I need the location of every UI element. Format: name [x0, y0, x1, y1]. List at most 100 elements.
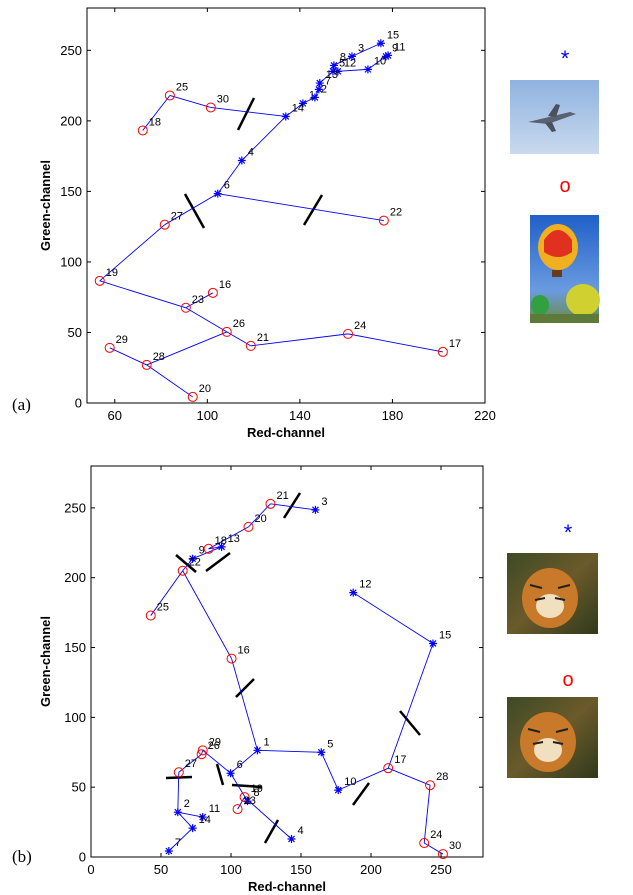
point-label: 8 [340, 51, 346, 63]
circle-point [205, 102, 216, 113]
x-tick-label: 0 [87, 862, 94, 877]
y-tick-label: 150 [64, 640, 86, 655]
y-tick-label: 0 [75, 396, 82, 411]
cut-marks [165, 97, 421, 844]
circle-point [419, 838, 430, 849]
circle-point [226, 653, 237, 664]
circle-point [383, 763, 394, 774]
point-label: 5 [339, 57, 345, 69]
edge [270, 503, 316, 511]
panel-label: (b) [12, 847, 32, 866]
star-point [314, 85, 323, 94]
y-tick-label: 50 [68, 325, 82, 340]
point-label: 21 [257, 332, 269, 344]
edge [177, 772, 180, 813]
star-point [173, 808, 182, 817]
star-point [226, 769, 235, 778]
edge [142, 95, 171, 131]
circle-point [196, 749, 207, 760]
circle-point [425, 780, 436, 791]
point-label: 23 [192, 294, 204, 306]
point-label: 10 [344, 776, 356, 788]
star-point [243, 797, 252, 806]
edge [99, 280, 186, 309]
star-point [287, 834, 296, 843]
point-label: 9 [199, 545, 205, 557]
point-label: 21 [276, 490, 288, 502]
point-label: 29 [209, 736, 221, 748]
point-label: 14 [199, 814, 211, 826]
point-label: 28 [153, 351, 165, 363]
edge [250, 333, 349, 347]
point-label: 16 [219, 279, 231, 291]
star-point [253, 746, 262, 755]
point-label: 11 [209, 803, 220, 815]
circle-point [343, 328, 354, 339]
point-label: 25 [157, 602, 169, 614]
point-label: 18 [149, 116, 161, 128]
point-label: 30 [217, 93, 229, 105]
point-label: 13 [326, 69, 338, 81]
y-tick-label: 150 [60, 184, 82, 199]
star-point [213, 189, 222, 198]
edge [202, 749, 231, 774]
x-axis-label: Red-channel [248, 879, 326, 894]
point-label: 9 [392, 42, 398, 54]
edge [333, 55, 353, 66]
circle-point [187, 391, 198, 402]
point-label: 24 [430, 829, 442, 841]
circle-point [145, 610, 156, 621]
edge [231, 658, 258, 751]
point-label: 22 [390, 207, 402, 219]
circle-point [94, 275, 105, 286]
plane-image [510, 80, 599, 154]
point-label: 8 [254, 787, 260, 799]
circle-point [173, 767, 184, 778]
plot-frame [90, 465, 484, 858]
circle-point [177, 565, 188, 576]
edge [387, 643, 434, 769]
edge [352, 592, 434, 644]
x-tick-label: 100 [220, 862, 242, 877]
point-label: 4 [297, 825, 303, 837]
x-tick-label: 220 [474, 408, 496, 423]
point-label: 1 [309, 89, 315, 101]
edge [302, 97, 316, 104]
edge [423, 842, 444, 855]
y-tick-label: 100 [64, 710, 86, 725]
circle-point [159, 219, 170, 230]
scatter-panel: 60 100 140 180 220050100150200250Red-channel… [12, 7, 571, 440]
tiger-image-2 [507, 697, 598, 778]
edge [146, 364, 194, 398]
edge [185, 292, 214, 309]
circle-point [378, 215, 389, 226]
circle-point [137, 125, 148, 136]
star-point [217, 542, 226, 551]
circle-point [437, 346, 448, 357]
star-point [237, 156, 246, 165]
point-label: 15 [439, 629, 451, 641]
point-label: 24 [354, 320, 366, 332]
circle-point [239, 792, 250, 803]
edge [244, 796, 292, 840]
circle-point [232, 804, 243, 815]
star-point [429, 639, 438, 648]
point-label: 4 [248, 146, 254, 158]
point-label: 12 [344, 57, 356, 69]
x-axis-label: Red-channel [247, 425, 325, 440]
point-label: 3 [321, 496, 327, 508]
point-label: 27 [171, 211, 183, 223]
point-label: 20 [255, 513, 267, 525]
point-label: 30 [449, 840, 461, 852]
y-tick-label: 100 [60, 254, 82, 269]
plot-frame [86, 7, 486, 404]
point-label: 17 [394, 754, 406, 766]
x-tick-label: 140 [289, 408, 311, 423]
circle-point [164, 90, 175, 101]
point-label: 7 [175, 837, 181, 849]
edge [241, 116, 287, 161]
point-label: 26 [233, 318, 245, 330]
y-tick-label: 200 [60, 113, 82, 128]
edge [423, 785, 431, 844]
circle-point [243, 521, 254, 532]
